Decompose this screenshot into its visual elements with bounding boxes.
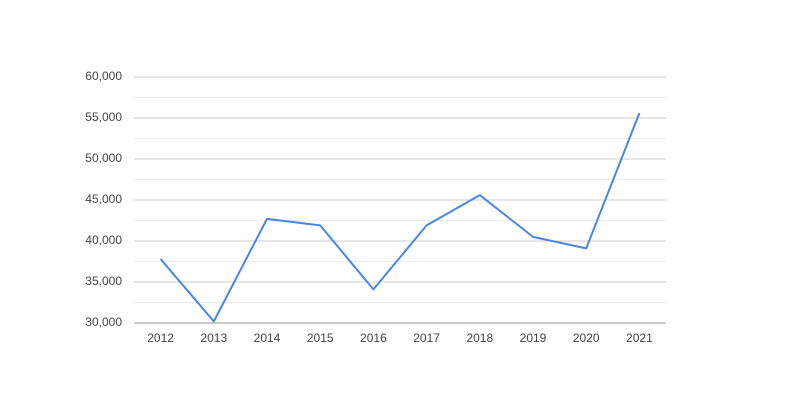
y-tick-label: 40,000 [85,233,122,247]
x-tick-label: 2016 [360,331,387,345]
y-tick-label: 35,000 [85,274,122,288]
y-tick-label: 50,000 [85,151,122,165]
x-tick-label: 2020 [573,331,600,345]
line [159,112,641,323]
x-tick-label: 2012 [147,331,174,345]
x-tick-label: 2014 [254,331,281,345]
x-tick-label: 2021 [626,331,653,345]
x-tick-label: 2018 [466,331,493,345]
y-tick-label: 30,000 [85,315,122,329]
x-tick-label: 2015 [307,331,334,345]
y-tick-label: 60,000 [85,69,122,83]
y-tick-label: 45,000 [85,192,122,206]
y-tick-label: 55,000 [85,110,122,124]
x-tick-label: 2017 [413,331,440,345]
x-tick-label: 2019 [520,331,547,345]
x-tick-label: 2013 [200,331,227,345]
